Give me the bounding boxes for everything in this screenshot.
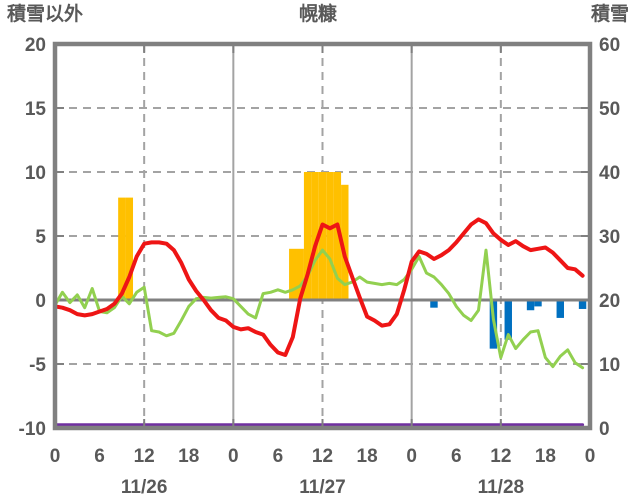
blue-bar xyxy=(534,300,542,307)
orange-bar xyxy=(318,172,327,300)
station-title: 幌糠 xyxy=(298,4,337,25)
left-axis-title: 積雪以外 xyxy=(7,4,84,25)
orange-bar xyxy=(333,172,342,300)
red-line xyxy=(53,217,585,357)
orange-bar xyxy=(296,248,304,300)
green-line xyxy=(53,248,585,370)
left-axis-tick-label: 5 xyxy=(35,227,46,248)
x-axis-hour-label: 6 xyxy=(94,446,105,467)
x-axis-date-label: 11/26 xyxy=(121,477,168,498)
right-axis-tick-label: 20 xyxy=(599,291,620,312)
right-axis-tick-label: 30 xyxy=(599,227,620,248)
x-axis-hour-label: 12 xyxy=(490,446,511,467)
orange-bar xyxy=(289,248,297,300)
x-axis-date-label: 11/28 xyxy=(478,477,525,498)
x-axis-hour-label: 0 xyxy=(406,446,417,467)
blue-bar xyxy=(556,300,564,318)
orange-bar xyxy=(326,172,334,300)
orange-bar xyxy=(118,197,126,300)
right-axis-tick-label: 50 xyxy=(599,99,620,120)
blue-bar xyxy=(430,300,438,308)
blue-bar xyxy=(526,300,535,311)
x-axis-date-label: 11/27 xyxy=(299,477,346,498)
left-axis-tick-label: -5 xyxy=(29,355,46,376)
left-axis-tick-label: 15 xyxy=(25,99,47,120)
left-axis-tick-label: 20 xyxy=(25,35,46,56)
x-axis-hour-label: 18 xyxy=(178,446,199,467)
x-axis-hour-label: 0 xyxy=(585,446,596,467)
right-axis-tick-label: 40 xyxy=(599,163,620,184)
x-axis-hour-label: 18 xyxy=(535,446,556,467)
x-axis-hour-label: 6 xyxy=(273,446,284,467)
orange-bar xyxy=(341,184,349,300)
orange-bar xyxy=(303,172,312,300)
x-axis-hour-label: 18 xyxy=(357,446,378,467)
right-axis-title: 積雪 xyxy=(590,4,629,25)
blue-bar xyxy=(504,300,512,340)
x-axis-hour-label: 6 xyxy=(451,446,462,467)
blue-bar xyxy=(578,300,587,309)
x-axis-hour-label: 12 xyxy=(134,446,155,467)
orange-bar xyxy=(311,172,319,300)
x-axis-hour-label: 12 xyxy=(312,446,333,467)
x-axis-hour-label: 0 xyxy=(228,446,239,467)
right-axis-tick-label: 0 xyxy=(599,419,610,440)
left-axis-tick-label: 0 xyxy=(35,291,46,312)
right-axis-tick-label: 60 xyxy=(599,35,620,56)
plot-border xyxy=(52,41,593,431)
right-axis-tick-label: 10 xyxy=(599,355,620,376)
left-axis-tick-label: -10 xyxy=(19,419,46,440)
left-axis-tick-label: 10 xyxy=(25,163,46,184)
x-axis-hour-label: 0 xyxy=(50,446,61,467)
orange-bar xyxy=(125,197,134,300)
